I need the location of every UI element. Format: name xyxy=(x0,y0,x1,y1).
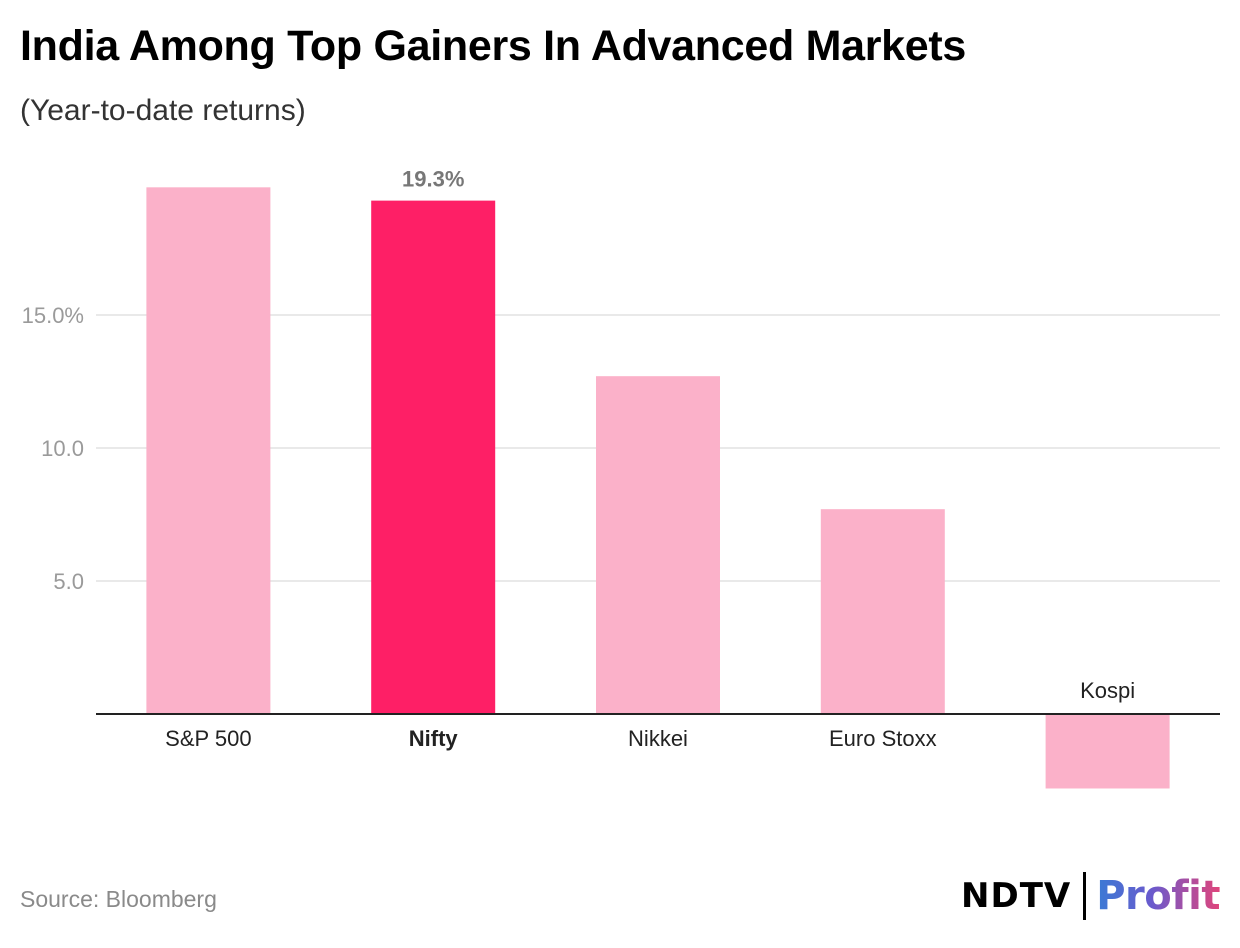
chart-subtitle: (Year-to-date returns) xyxy=(20,94,306,127)
logo-separator xyxy=(1083,872,1087,920)
x-tick-label: Nikkei xyxy=(628,726,688,751)
data-label: 19.3% xyxy=(402,167,464,192)
x-tick-label: Euro Stoxx xyxy=(829,726,937,751)
bar xyxy=(820,509,945,714)
y-tick-label: 5.0 xyxy=(53,569,84,594)
bar xyxy=(1045,714,1170,789)
logo-profit-text: Profit xyxy=(1096,873,1220,919)
bar xyxy=(596,376,720,714)
bar xyxy=(146,187,271,714)
y-tick-label: 15.0% xyxy=(22,303,84,328)
chart-title: India Among Top Gainers In Advanced Mark… xyxy=(20,22,967,70)
bar xyxy=(371,200,496,714)
x-tick-label: Kospi xyxy=(1080,678,1135,703)
y-tick-label: 10.0 xyxy=(41,436,84,461)
x-tick-label: S&P 500 xyxy=(165,726,251,751)
source-note: Source: Bloomberg xyxy=(20,886,217,912)
logo-ndtv-text: NDTV xyxy=(961,876,1072,916)
ndtv-profit-logo: NDTV Profit xyxy=(961,868,1220,924)
x-tick-label: Nifty xyxy=(409,726,459,751)
bar-chart: 5.0 10.0 15.0% S&P 500 Nifty Nikkei Euro Stoxx… xyxy=(22,167,1220,789)
